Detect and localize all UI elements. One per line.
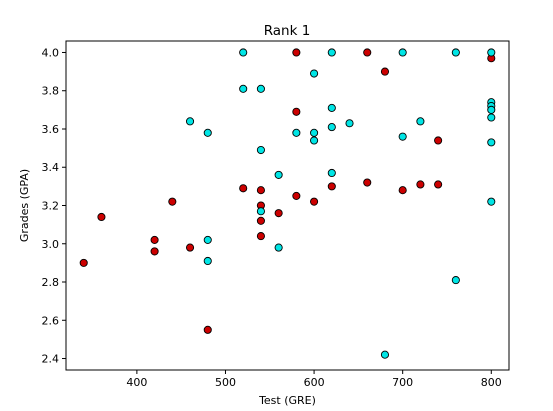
x-tick-label: 400 [126, 376, 147, 389]
x-tick-label: 700 [392, 376, 413, 389]
scatter-point [274, 170, 283, 179]
scatter-point [256, 207, 265, 216]
scatter-point [434, 180, 443, 189]
scatter-point [327, 48, 336, 57]
y-tick-label: 2.4 [42, 353, 60, 366]
y-tick-label: 4.0 [42, 46, 60, 59]
scatter-point [327, 123, 336, 132]
scatter-point [256, 216, 265, 225]
x-axis-label: Test (GRE) [258, 394, 316, 407]
scatter-point [239, 84, 248, 93]
y-tick-label: 3.4 [42, 161, 60, 174]
scatter-point [203, 235, 212, 244]
y-tick-label: 3.6 [42, 123, 60, 136]
scatter-point [451, 48, 460, 57]
scatter-point [203, 256, 212, 266]
scatter-point [256, 145, 265, 155]
scatter-point [434, 136, 443, 145]
y-tick-label: 3.2 [42, 200, 60, 213]
scatter-point [398, 48, 407, 57]
y-axis-label: Grades (GPA) [18, 169, 31, 242]
scatter-point [487, 197, 496, 206]
scatter-point [310, 69, 319, 78]
scatter-point [203, 128, 212, 137]
scatter-point [292, 107, 301, 116]
y-tick-label: 3.8 [42, 85, 60, 98]
y-tick-label: 3.0 [42, 238, 60, 251]
scatter-point [274, 209, 283, 218]
scatter-point [185, 243, 195, 252]
y-axis-ticks: 2.4 2.6 2.8 3.0 3.2 3.4 3.6 3.8 4.0 [42, 46, 66, 366]
scatter-point [79, 258, 88, 267]
scatter-point [256, 186, 265, 195]
scatter-point [292, 128, 301, 137]
scatter-point [310, 136, 319, 145]
scatter-point [487, 105, 496, 114]
scatter-point [416, 117, 425, 126]
scatter-point [203, 325, 212, 334]
scatter-point [239, 184, 248, 193]
scatter-point [398, 132, 407, 141]
scatter-point [310, 197, 319, 206]
scatter-point [487, 138, 496, 147]
x-tick-label: 800 [481, 376, 502, 389]
x-tick-label: 600 [304, 376, 325, 389]
scatter-point [416, 180, 425, 189]
scatter-point [256, 232, 265, 241]
y-tick-label: 2.8 [42, 276, 60, 289]
scatter-point [256, 84, 265, 93]
scatter-point [97, 212, 106, 222]
x-axis-ticks: 400 500 600 700 800 [126, 370, 502, 389]
plot-frame [65, 40, 510, 371]
scatter-point [345, 119, 354, 128]
scatter-point [380, 350, 390, 359]
scatter-point [363, 48, 372, 57]
scatter-point [274, 243, 283, 252]
scatter-point [487, 113, 496, 122]
scatter-point [327, 103, 336, 112]
scatter-point [150, 235, 159, 244]
data-points [79, 48, 496, 359]
scatter-point [150, 247, 159, 256]
y-tick-label: 2.6 [42, 314, 60, 327]
chart-title: Rank 1 [264, 23, 311, 39]
scatter-point [292, 191, 301, 200]
scatter-point [451, 276, 460, 285]
scatter-point [327, 182, 336, 191]
scatter-point [487, 48, 496, 57]
scatter-point [292, 48, 301, 57]
x-tick-label: 500 [215, 376, 236, 389]
scatter-point [398, 186, 407, 195]
scatter-point [310, 128, 319, 137]
scatter-point [239, 48, 248, 57]
scatter-point [363, 178, 372, 187]
scatter-point [168, 197, 177, 206]
scatter-point [327, 168, 336, 178]
scatter-point [185, 117, 195, 126]
scatter-point [380, 67, 390, 76]
